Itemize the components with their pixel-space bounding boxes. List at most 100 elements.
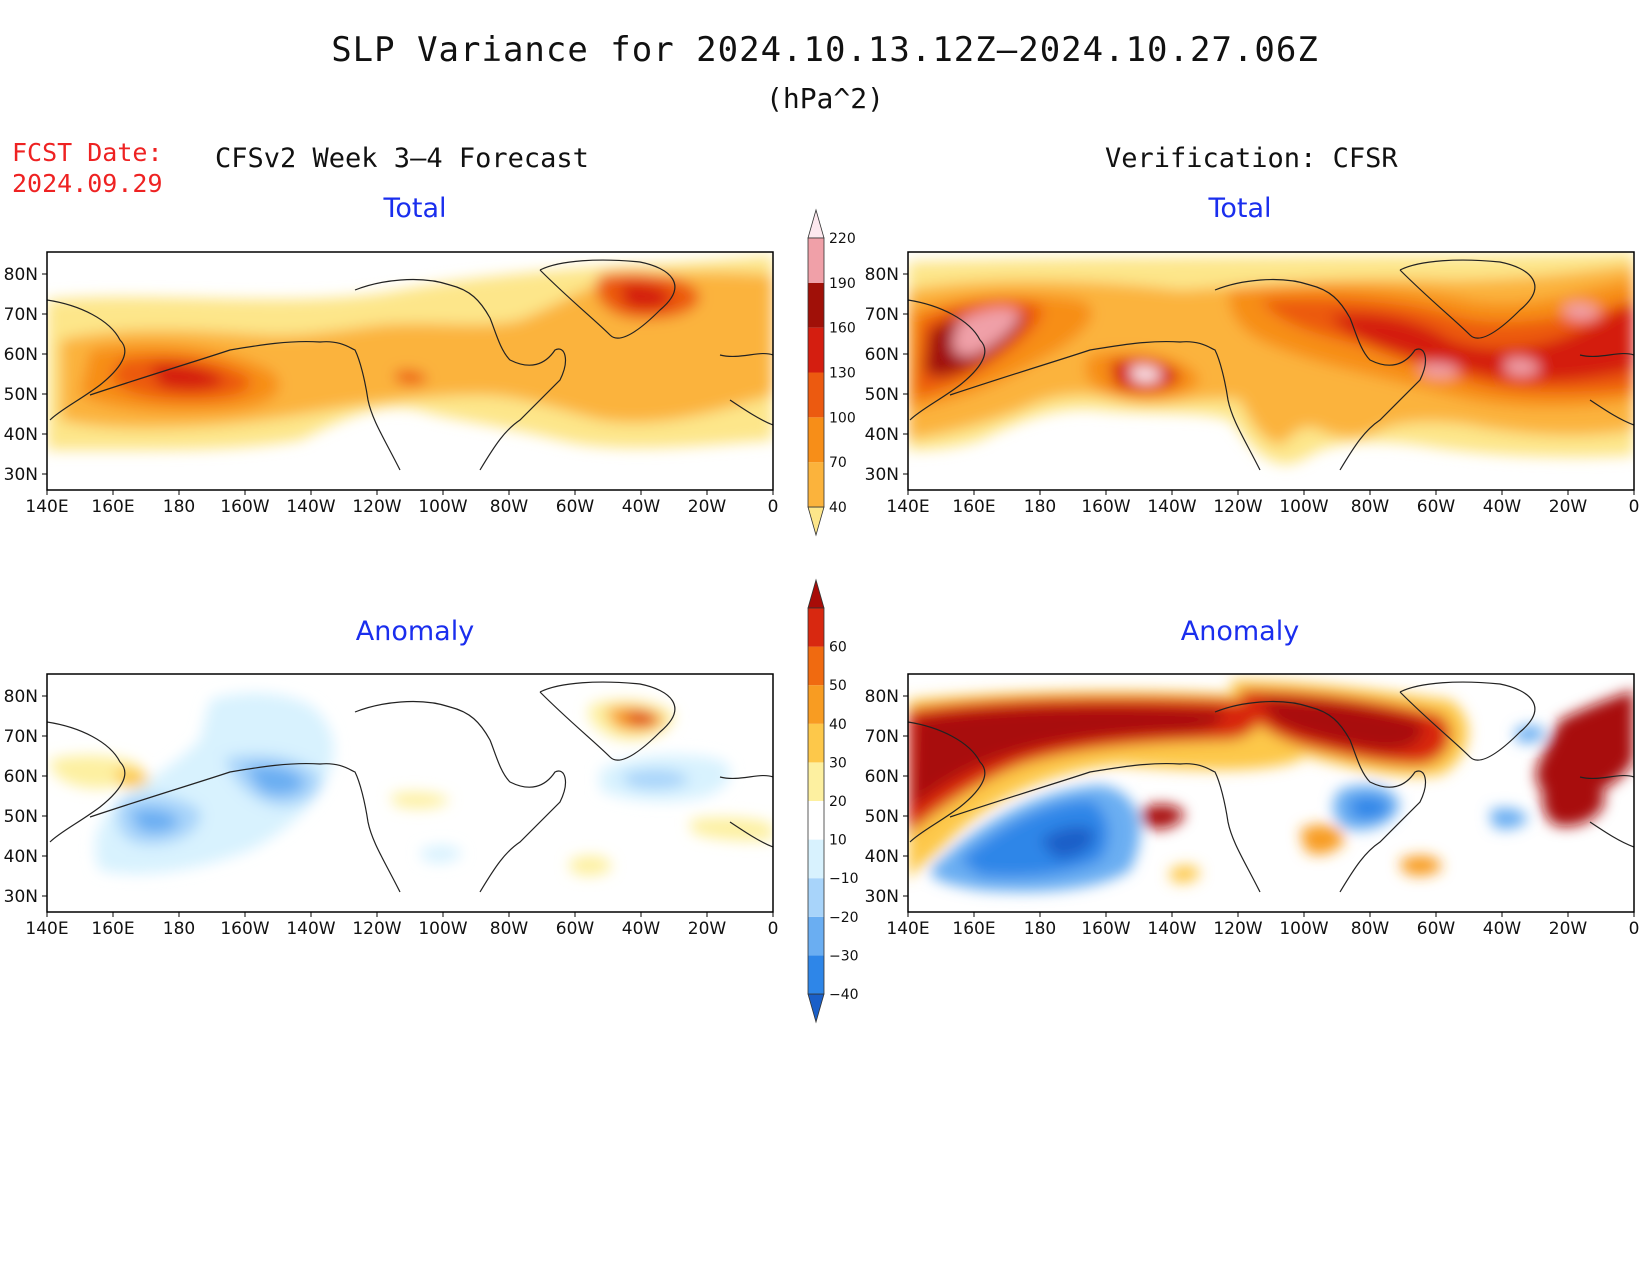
lat-tick-label: 60N	[4, 345, 38, 365]
lon-tick-label: 160W	[1081, 497, 1130, 517]
panel-title-verification-total: Total	[1208, 193, 1272, 224]
map-forecast-anomaly	[47, 674, 773, 912]
colorbar-total-level-label: 100	[829, 410, 856, 426]
colorbar-anomaly-level-label: 10	[829, 833, 847, 849]
lon-tick-label: 160W	[1081, 919, 1130, 939]
lon-tick-label: 0	[1629, 919, 1640, 939]
colorbar-anomaly-level-label: −40	[829, 987, 859, 1003]
lon-tick-label: 20W	[1549, 497, 1588, 517]
colorbar-total-level-label: 40	[829, 500, 847, 516]
lon-tick-label: 80W	[490, 497, 529, 517]
lat-tick-label: 30N	[4, 887, 38, 907]
lat-tick-label: 60N	[865, 345, 899, 365]
lon-tick-label: 180	[163, 497, 195, 517]
frame-forecast-anomaly	[46, 673, 774, 913]
colorbar-total-border	[807, 237, 825, 508]
colorbar-anomaly-swatch	[808, 685, 824, 724]
lon-tick-label: 120W	[352, 919, 401, 939]
colorbar-total-level-label: 70	[829, 455, 847, 471]
lat-tick-label: 80N	[4, 687, 38, 707]
lon-tick-label: 40W	[622, 497, 661, 517]
fcst-date-label: FCST Date:	[12, 138, 163, 167]
fcst-date-value: 2024.09.29	[12, 169, 163, 198]
frame-verification-total	[907, 251, 1635, 491]
lat-tick-label: 40N	[865, 425, 899, 445]
lon-tick-label: 100W	[418, 497, 467, 517]
lon-tick-label: 180	[1024, 919, 1056, 939]
colorbar-anomaly-level-label: −10	[829, 871, 859, 887]
lon-tick-label: 80W	[490, 919, 529, 939]
lon-tick-label: 140W	[286, 919, 335, 939]
colorbar-anomaly-level-label: 40	[829, 717, 847, 733]
lon-tick-label: 100W	[1279, 919, 1328, 939]
lat-tick-label: 50N	[865, 807, 899, 827]
lat-tick-label: 80N	[865, 265, 899, 285]
colorbar-total-cap-bottom	[807, 506, 825, 537]
colorbar-anomaly-swatch	[808, 839, 824, 879]
lat-tick-label: 30N	[865, 887, 899, 907]
colorbar-anomaly: −40 −30 −20 −10 10 20 30 40 50 60	[807, 578, 859, 1024]
map-verification-total	[908, 252, 1634, 490]
colorbar-total-level-label: 220	[829, 231, 856, 247]
lon-tick-label: 0	[768, 919, 779, 939]
colorbar-anomaly-border	[807, 607, 825, 995]
colorbar-anomaly-swatch	[808, 646, 824, 686]
fcst-date-block: FCST Date: 2024.09.29	[12, 137, 163, 199]
lon-tick-label: 160E	[91, 919, 134, 939]
frame-verification-anomaly	[907, 673, 1635, 913]
lon-tick-label: 180	[1024, 497, 1056, 517]
lon-tick-label: 180	[163, 919, 195, 939]
coastlines	[908, 259, 1634, 471]
colorbar-total-swatch	[808, 282, 824, 328]
lon-tick-label: 120W	[1213, 497, 1262, 517]
map-verification-anomaly	[908, 674, 1634, 912]
lat-tick-label: 70N	[865, 727, 899, 747]
colorbar-total-level-label: 160	[829, 321, 856, 337]
colorbar-anomaly-level-label: 50	[829, 678, 847, 694]
lat-tick-label: 50N	[4, 385, 38, 405]
lon-tick-label: 160W	[220, 919, 269, 939]
lat-tick-label: 50N	[4, 807, 38, 827]
lon-tick-label: 100W	[418, 919, 467, 939]
lat-tick-label: 30N	[865, 465, 899, 485]
lon-tick-label: 80W	[1351, 919, 1390, 939]
colorbar-total-swatch	[808, 417, 824, 463]
colorbar-anomaly-cap-bottom	[807, 993, 825, 1024]
lon-tick-label: 140E	[25, 919, 68, 939]
colorbar-anomaly-swatch	[808, 878, 824, 917]
colorbar-total-cap-top	[807, 208, 825, 239]
colorbar-total-swatch	[808, 327, 824, 373]
lon-tick-label: 140W	[1147, 497, 1196, 517]
panel-title-forecast-anomaly: Anomaly	[355, 616, 475, 647]
lat-tick-label: 80N	[865, 687, 899, 707]
lon-tick-label: 20W	[1549, 919, 1588, 939]
coastlines	[47, 259, 773, 471]
lon-tick-label: 20W	[688, 497, 727, 517]
colorbar-total: 40 70 100 130 160 190 220	[807, 208, 856, 537]
lat-tick-label: 80N	[4, 265, 38, 285]
map-forecast-total	[47, 252, 773, 490]
colorbar-anomaly-level-label: 30	[829, 755, 847, 771]
axis-layer: 140E 160E 180 160W 140W 120W 100W 80W 60W 40W 20W 0…	[4, 265, 1640, 939]
lon-tick-label: 60W	[556, 497, 595, 517]
lon-tick-label: 40W	[1483, 497, 1522, 517]
units-label: (hPa^2)	[765, 82, 884, 115]
lon-tick-label: 60W	[1417, 497, 1456, 517]
colorbar-total-swatch	[808, 238, 824, 283]
colorbar-anomaly-swatch	[808, 608, 824, 647]
lon-tick-label: 100W	[1279, 497, 1328, 517]
lon-tick-label: 120W	[1213, 919, 1262, 939]
lon-tick-label: 160E	[952, 919, 995, 939]
lat-tick-label: 40N	[865, 847, 899, 867]
lat-tick-label: 40N	[4, 425, 38, 445]
forecast-header: CFSv2 Week 3–4 Forecast	[215, 143, 589, 174]
coastlines	[908, 681, 1634, 893]
lat-tick-label: 60N	[865, 767, 899, 787]
verification-header: Verification: CFSR	[1105, 143, 1398, 174]
lon-tick-label: 80W	[1351, 497, 1390, 517]
colorbar-anomaly-swatch	[808, 801, 824, 840]
lon-tick-label: 160E	[91, 497, 134, 517]
colorbar-anomaly-swatch	[808, 762, 824, 801]
colorbar-total-swatch	[808, 372, 824, 418]
lon-tick-label: 140E	[25, 497, 68, 517]
